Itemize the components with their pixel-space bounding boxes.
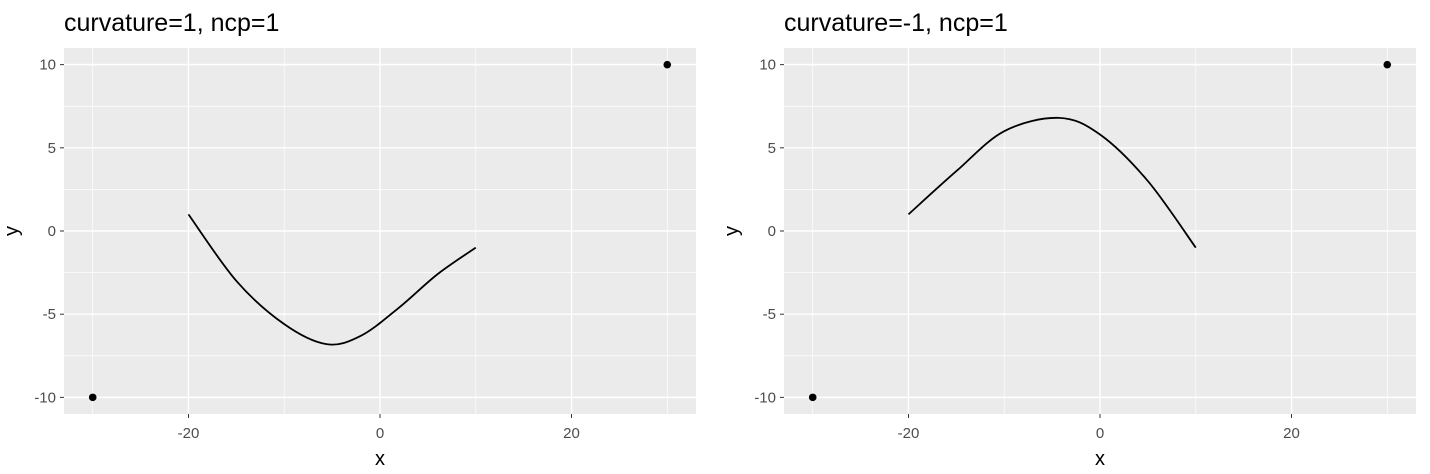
curve-line: [907, 116, 1197, 249]
data-point: [663, 60, 672, 69]
y-tick-label: 5: [768, 140, 776, 157]
curve-line: [187, 213, 477, 346]
y-tick-label: -10: [34, 389, 56, 406]
y-tick-label: 0: [768, 223, 776, 240]
chart-title: curvature=-1, ncp=1: [784, 9, 1008, 37]
x-tick-label: 20: [563, 425, 580, 442]
x-tick-label: -20: [178, 425, 200, 442]
y-tick-label: -5: [43, 306, 56, 323]
x-axis-title: x: [1095, 448, 1105, 470]
y-tick-label: 0: [48, 223, 56, 240]
x-tick-label: -20: [898, 425, 920, 442]
data-point: [1383, 60, 1392, 69]
x-tick-label: 20: [1283, 425, 1300, 442]
x-tick-label: 0: [376, 425, 384, 442]
y-tick-label: 10: [39, 57, 56, 74]
data-point: [808, 393, 817, 402]
y-tick-label: -5: [763, 306, 776, 323]
x-tick-label: 0: [1096, 425, 1104, 442]
panel-2: curvature=-1, ncp=1 -20 0 20 -10 -5 0 5 10 x y: [721, 9, 1416, 470]
chart-title: curvature=1, ncp=1: [64, 9, 279, 37]
x-axis-title: x: [375, 448, 385, 470]
y-tick-label: 10: [759, 57, 776, 74]
y-axis-title: y: [721, 226, 743, 236]
panel-1: curvature=1, ncp=1 -20 0 20 -10 -5 0 5 10 x y: [1, 9, 696, 470]
y-tick-label: -10: [754, 389, 776, 406]
y-tick-label: 5: [48, 140, 56, 157]
data-point: [88, 393, 97, 402]
y-axis-title: y: [1, 226, 23, 236]
